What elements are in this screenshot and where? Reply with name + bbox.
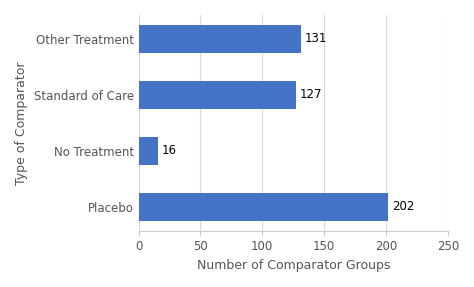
Bar	[138, 25, 301, 53]
Text: 131: 131	[304, 32, 327, 45]
Text: 202: 202	[392, 200, 415, 214]
Y-axis label: Type of Comparator: Type of Comparator	[15, 61, 28, 185]
Bar	[138, 81, 296, 109]
Bar	[138, 193, 389, 221]
Text: 127: 127	[300, 88, 322, 101]
Bar	[138, 137, 158, 165]
X-axis label: Number of Comparator Groups: Number of Comparator Groups	[197, 259, 390, 272]
Text: 16: 16	[162, 144, 177, 157]
